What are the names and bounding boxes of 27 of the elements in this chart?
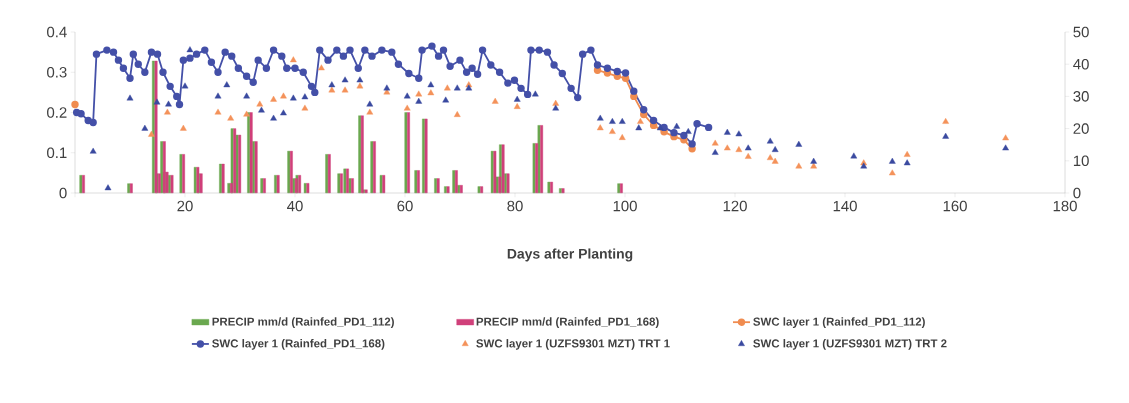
y2-tick-label: 0 (1073, 187, 1081, 199)
legend-label: SWC layer 1 (UZFS9301 MZT) TRT 2 (753, 339, 947, 350)
y-tick-label: 0.1 (47, 147, 67, 159)
legend-label: PRECIP mm/d (Rainfed_PD1_168) (476, 317, 659, 328)
legend-label: SWC layer 1 (UZFS9301 MZT) TRT 1 (476, 339, 670, 350)
x-axis-title: Days after Planting (507, 248, 633, 262)
legend-label: SWC layer 1 (Rainfed_PD1_168) (212, 339, 385, 350)
x-tick-label: 120 (723, 200, 747, 212)
y-tick-label: 0 (59, 187, 67, 199)
legend-label: PRECIP mm/d (Rainfed_PD1_112) (212, 317, 394, 328)
x-tick-label: 60 (397, 200, 413, 212)
y2-tick-label: 40 (1073, 58, 1089, 70)
y-tick-label: 0.2 (47, 107, 67, 118)
x-tick-label: 180 (1053, 200, 1077, 212)
y-tick-label: 0.3 (47, 66, 67, 78)
y-tick-label: 0.4 (47, 26, 67, 38)
y2-tick-label: 50 (1073, 26, 1089, 38)
x-tick-label: 140 (833, 200, 857, 212)
y2-tick-label: 30 (1073, 91, 1089, 102)
x-tick-label: 40 (287, 200, 303, 212)
x-tick-label: 80 (507, 200, 523, 212)
x-tick-label: 100 (613, 200, 637, 212)
legend-label: SWC layer 1 (Rainfed_PD1_112) (753, 317, 925, 328)
y2-tick-label: 10 (1073, 155, 1089, 167)
x-tick-label: 20 (177, 200, 193, 212)
x-tick-label: 160 (943, 200, 967, 212)
y2-tick-label: 20 (1073, 123, 1089, 134)
